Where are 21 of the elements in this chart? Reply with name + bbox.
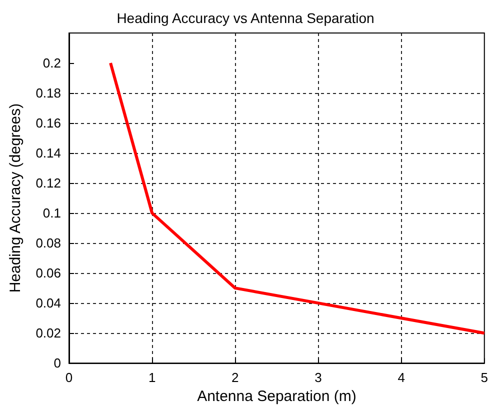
y-tick-label: 0.08	[36, 236, 61, 251]
x-tick-label: 1	[148, 370, 156, 386]
y-tick-label: 0.2	[42, 56, 61, 71]
y-tick-label: 0	[54, 356, 61, 371]
x-tick-label: 2	[232, 370, 239, 386]
y-tick-label: 0.06	[36, 266, 61, 281]
y-tick-label: 0.04	[36, 296, 61, 311]
chart-title: Heading Accuracy vs Antenna Separation	[116, 10, 374, 26]
x-tick-label: 0	[65, 370, 73, 386]
x-tick-label: 5	[480, 370, 488, 386]
x-tick-label: 4	[398, 370, 405, 386]
y-tick-label: 0.18	[36, 86, 61, 101]
y-tick-label: 0.16	[36, 116, 61, 131]
y-tick-label: 0.14	[36, 146, 61, 161]
x-tick-label: 3	[314, 370, 322, 386]
line-series	[109, 62, 486, 335]
y-axis-title: Heading Accuracy (degrees)	[7, 103, 24, 293]
x-axis-title: Antenna Separation (m)	[197, 388, 356, 405]
y-tick-label: 0.02	[36, 326, 61, 341]
y-tick-label: 0.12	[36, 176, 61, 191]
y-tick-label: 0.1	[42, 206, 61, 221]
